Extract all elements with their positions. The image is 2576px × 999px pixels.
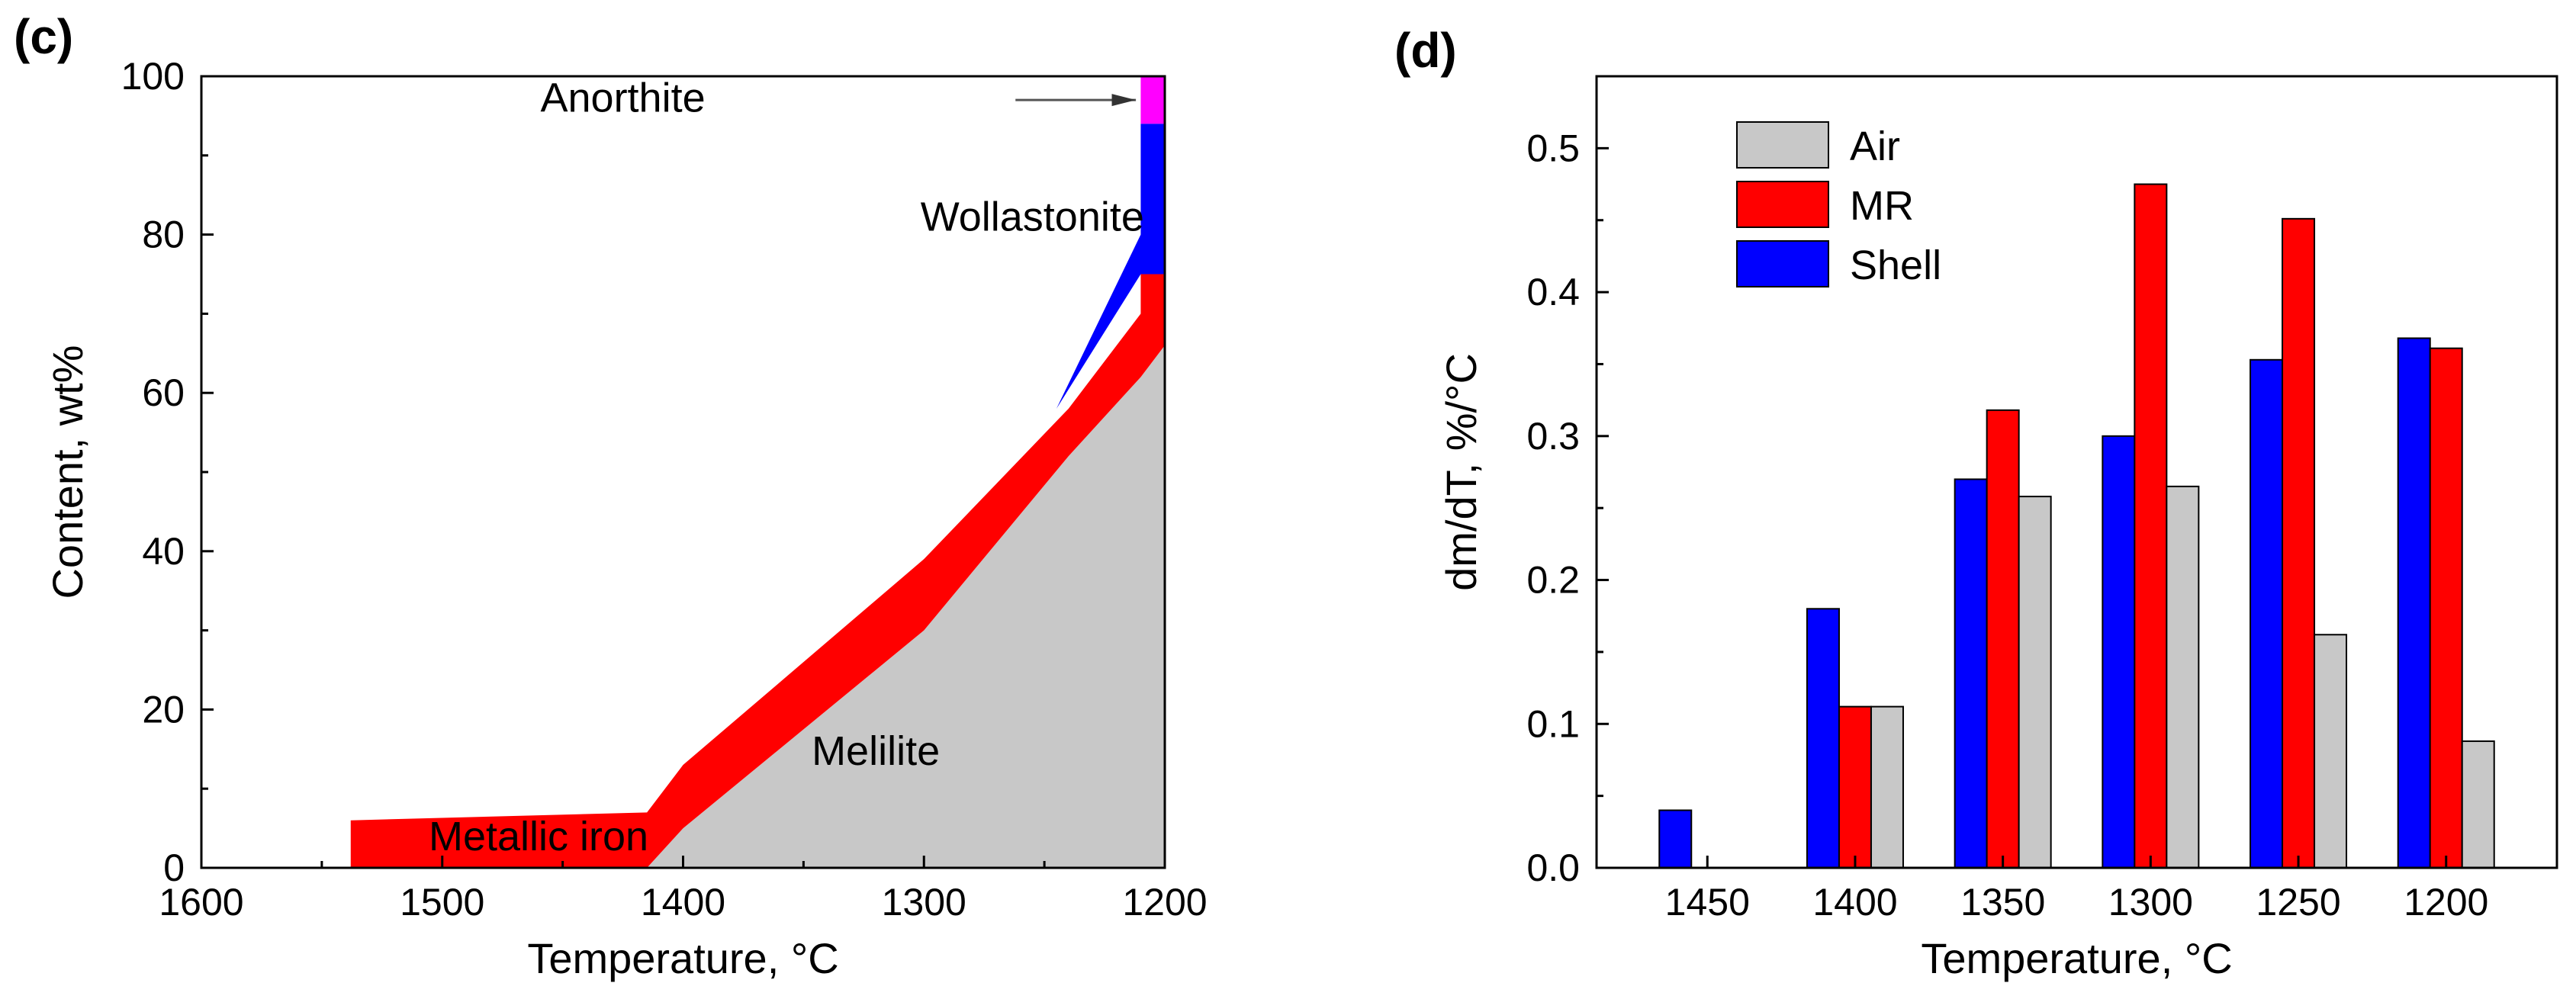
bar-mr-1350 [1986, 409, 2020, 869]
region-metallic-iron [350, 274, 1165, 868]
region-wollastonite [1056, 124, 1165, 409]
annotation-wollastonite: Wollastonite [921, 194, 1144, 239]
panel-c-area-chart: (c) Anorthite Wollastonite Melilite Metalli… [14, 9, 1208, 982]
bar-air-1400 [1870, 705, 1904, 869]
panel-c-label: (c) [14, 9, 73, 64]
y-tick-label: 0.2 [1526, 559, 1580, 602]
panel-c-axes: 1600 1500 1400 1300 1200 0 20 40 60 80 100 [121, 55, 1208, 924]
y-tick-label: 100 [121, 55, 185, 98]
anorthite-arrow-head [1111, 94, 1137, 107]
bar-air-1250 [2314, 634, 2348, 869]
x-tick-label: 1300 [2108, 881, 2193, 924]
panel-d-plot-frame [1595, 75, 2558, 869]
x-tick-label: 1200 [2404, 881, 2488, 924]
annotation-metallic-iron: Metallic iron [429, 814, 648, 859]
legend-label-mr: MR [1850, 183, 1914, 229]
bar-air-1350 [2018, 496, 2052, 869]
y-tick-label: 0 [163, 846, 185, 889]
x-tick-label: 1250 [2256, 881, 2340, 924]
region-melilite [647, 345, 1165, 868]
y-tick-label: 0.1 [1526, 702, 1580, 745]
y-tick-label: 0.0 [1526, 846, 1580, 889]
bar-air-1300 [2166, 485, 2200, 869]
annotation-anorthite: Anorthite [540, 75, 705, 121]
bar-shell-1450 [1658, 809, 1693, 869]
bar-mr-1400 [1838, 705, 1872, 869]
x-tick-label: 1400 [641, 881, 725, 924]
bar-air-1200 [2461, 740, 2495, 869]
panel-c-regions [350, 76, 1165, 868]
panel-d-bar-chart: (d) 1450 1400 1350 1300 1250 1200 0.0 0.1 0.2 0.3… [1394, 23, 2558, 982]
y-tick-label: 0.5 [1526, 127, 1580, 169]
bar-mr-1300 [2134, 183, 2168, 869]
x-tick-label: 1350 [1960, 881, 2045, 924]
annotation-melilite: Melilite [812, 728, 940, 774]
legend-label-air: Air [1850, 124, 1900, 169]
x-tick-label: 1400 [1812, 881, 1897, 924]
bar-shell-1200 [2397, 337, 2431, 869]
bar-shell-1400 [1806, 608, 1840, 869]
y-tick-label: 20 [142, 688, 185, 731]
panel-d-x-axis-title: Temperature, °C [1921, 934, 2232, 982]
bar-mr-1200 [2429, 347, 2463, 869]
y-tick-label: 80 [142, 214, 185, 256]
panel-c-x-axis-title: Temperature, °C [527, 934, 838, 982]
bar-mr-1250 [2282, 217, 2316, 869]
bar-shell-1300 [2102, 435, 2136, 869]
y-tick-label: 40 [142, 530, 185, 573]
x-tick-label: 1450 [1665, 881, 1750, 924]
legend-swatch-air [1736, 121, 1829, 169]
panel-d-label: (d) [1394, 23, 1457, 78]
legend-swatch-shell [1736, 240, 1829, 287]
panel-d-legend: Air MR Shell [1736, 121, 1941, 288]
bar-shell-1350 [1954, 478, 1988, 869]
x-tick-label: 1200 [1122, 881, 1207, 924]
y-tick-label: 60 [142, 371, 185, 414]
panel-c-annotations: Anorthite Wollastonite Melilite Metallic ir… [429, 75, 1144, 859]
x-tick-label: 1300 [882, 881, 966, 924]
region-anorthite [1140, 76, 1165, 124]
x-tick-label: 1500 [400, 881, 484, 924]
legend-swatch-mr [1736, 181, 1829, 228]
panel-d-y-axis-title: dm/dT, %/°C [1437, 353, 1485, 591]
x-tick-label: 1600 [159, 881, 243, 924]
panel-c-y-axis-title: Content, wt% [43, 345, 92, 599]
y-tick-label: 0.3 [1526, 415, 1580, 458]
legend-label-shell: Shell [1850, 243, 1941, 288]
bar-shell-1250 [2250, 358, 2284, 869]
y-tick-label: 0.4 [1526, 271, 1580, 313]
panel-d-axes: 1450 1400 1350 1300 1250 1200 0.0 0.1 0.2 0.3 0.4 0… [1526, 75, 2558, 924]
